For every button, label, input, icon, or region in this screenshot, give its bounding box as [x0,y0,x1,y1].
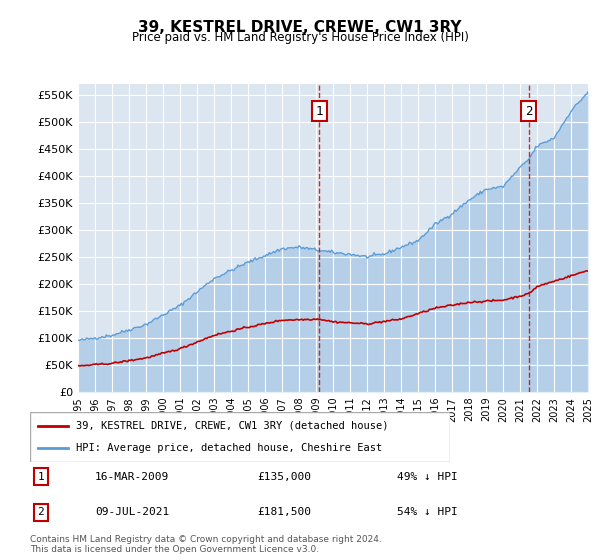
Text: 1: 1 [37,472,44,482]
Text: Price paid vs. HM Land Registry's House Price Index (HPI): Price paid vs. HM Land Registry's House … [131,31,469,44]
Text: 2: 2 [37,507,44,517]
Text: 39, KESTREL DRIVE, CREWE, CW1 3RY (detached house): 39, KESTREL DRIVE, CREWE, CW1 3RY (detac… [76,421,389,431]
Text: 16-MAR-2009: 16-MAR-2009 [95,472,169,482]
Text: 2: 2 [525,105,532,118]
Text: 09-JUL-2021: 09-JUL-2021 [95,507,169,517]
Text: 39, KESTREL DRIVE, CREWE, CW1 3RY: 39, KESTREL DRIVE, CREWE, CW1 3RY [138,20,462,35]
Text: HPI: Average price, detached house, Cheshire East: HPI: Average price, detached house, Ches… [76,443,382,453]
Text: 1: 1 [316,105,323,118]
Text: £135,000: £135,000 [257,472,311,482]
Text: 49% ↓ HPI: 49% ↓ HPI [397,472,458,482]
FancyBboxPatch shape [30,412,450,462]
Text: Contains HM Land Registry data © Crown copyright and database right 2024.
This d: Contains HM Land Registry data © Crown c… [30,535,382,554]
Text: £181,500: £181,500 [257,507,311,517]
Text: 54% ↓ HPI: 54% ↓ HPI [397,507,458,517]
